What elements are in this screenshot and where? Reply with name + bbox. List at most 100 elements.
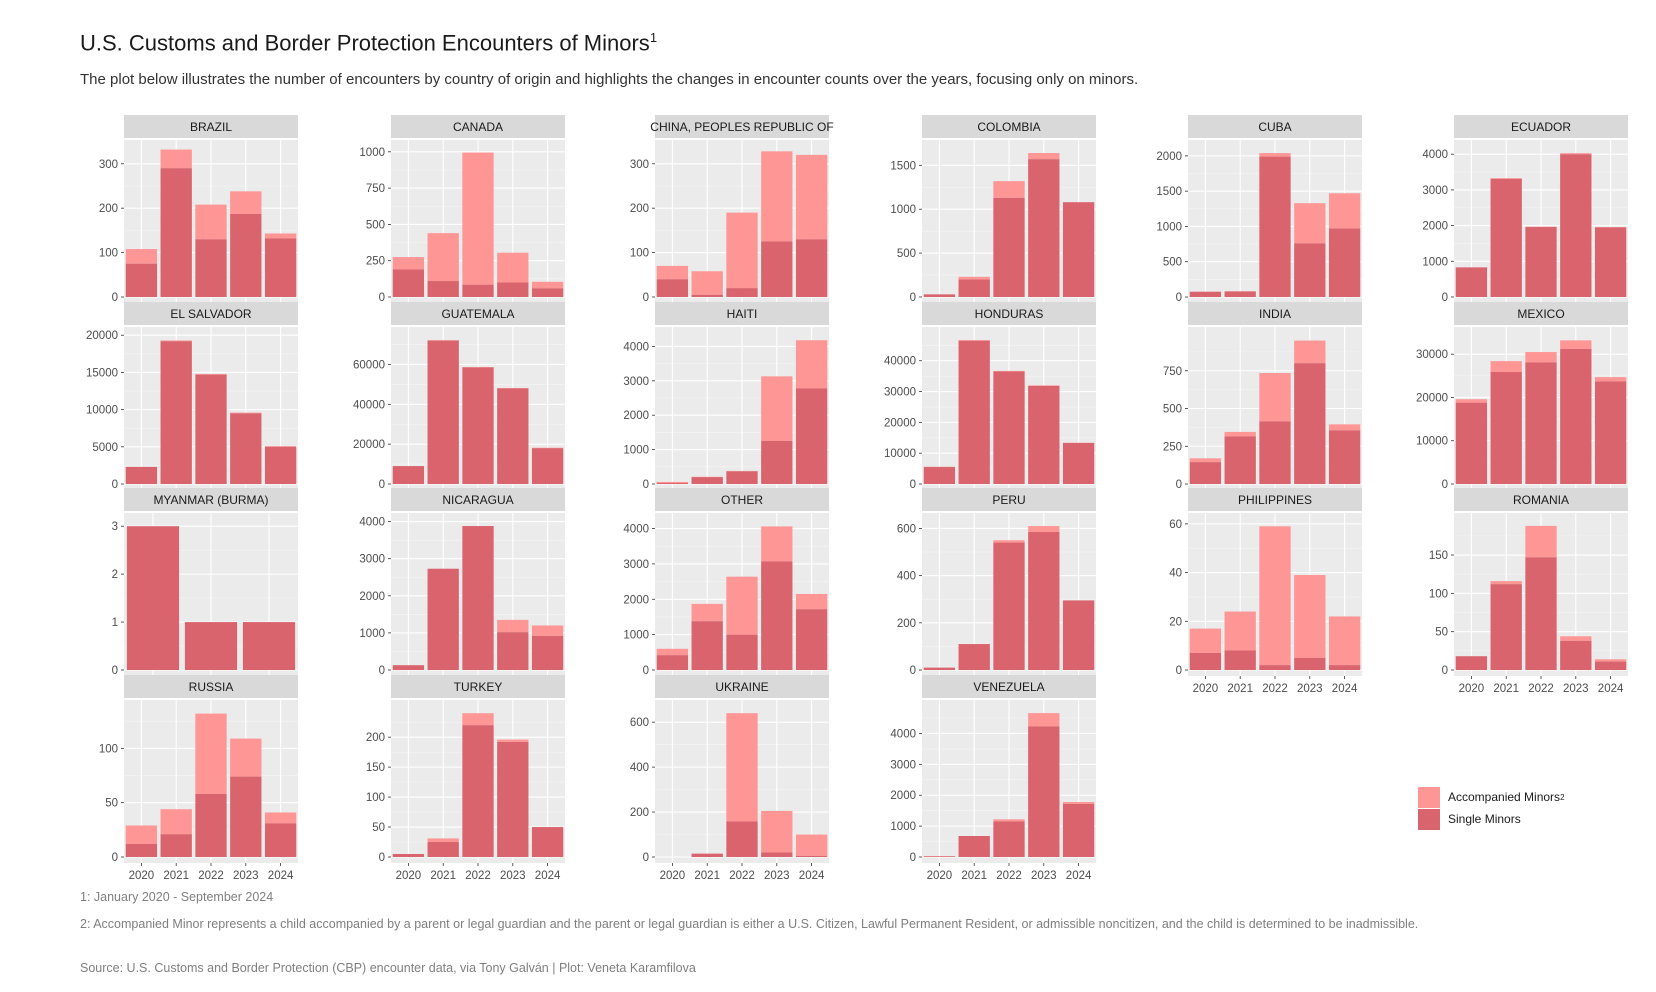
bar-single bbox=[958, 644, 990, 670]
bar-single bbox=[795, 609, 828, 670]
bar-accompanied bbox=[497, 252, 529, 283]
bar-single bbox=[125, 263, 158, 297]
bar-accompanied bbox=[1294, 203, 1326, 244]
y-tick-label: 4000 bbox=[890, 728, 916, 740]
bar-single bbox=[1490, 584, 1522, 670]
legend-item-single: Single Minors bbox=[1418, 808, 1565, 830]
y-tick-label: 1000 bbox=[623, 445, 649, 457]
bar-single bbox=[1259, 665, 1291, 670]
bar-single bbox=[264, 238, 297, 297]
y-tick-label: 0 bbox=[910, 665, 916, 677]
facet-strip-label: INDIA bbox=[1259, 307, 1291, 321]
footnote-2: 2: Accompanied Minor represents a child … bbox=[80, 917, 1419, 931]
facet-strip-label: NICARAGUA bbox=[442, 493, 513, 507]
bar-accompanied bbox=[1189, 628, 1222, 653]
bar-accompanied bbox=[1525, 352, 1557, 363]
y-tick-label: 1000 bbox=[1156, 221, 1182, 233]
bar-accompanied bbox=[427, 233, 459, 282]
y-tick-label: 0 bbox=[112, 292, 118, 304]
y-tick-label: 250 bbox=[1163, 441, 1182, 453]
y-tick-label: 500 bbox=[366, 219, 385, 231]
x-tick-label: 2022 bbox=[1262, 683, 1288, 695]
bar-accompanied bbox=[160, 809, 192, 835]
y-tick-label: 0 bbox=[1176, 292, 1182, 304]
facet-strip bbox=[655, 302, 829, 325]
bar-accompanied bbox=[795, 834, 828, 856]
bar-accompanied bbox=[462, 713, 494, 726]
bar-single bbox=[531, 448, 564, 484]
facet-panel: GUATEMALA0200004000060000202020212022202… bbox=[353, 302, 565, 509]
bar-accompanied bbox=[1224, 431, 1256, 437]
y-tick-label: 0 bbox=[910, 292, 916, 304]
bar-accompanied bbox=[761, 376, 793, 442]
bar-accompanied bbox=[993, 181, 1025, 198]
bar-single bbox=[993, 197, 1025, 297]
y-tick-label: 30000 bbox=[884, 387, 916, 399]
bar-single bbox=[1028, 726, 1060, 857]
y-tick-label: 1000 bbox=[359, 147, 385, 159]
footnote-1: 1: January 2020 - September 2024 bbox=[80, 890, 274, 904]
bar-accompanied bbox=[392, 257, 425, 270]
bar-single bbox=[1490, 178, 1522, 297]
y-tick-label: 400 bbox=[897, 571, 916, 583]
y-tick-label: 100 bbox=[99, 743, 118, 755]
bar-accompanied bbox=[195, 204, 227, 240]
facet-strip bbox=[1188, 115, 1362, 138]
y-tick-label: 0 bbox=[1176, 665, 1182, 677]
facet-strip bbox=[124, 488, 298, 511]
y-tick-label: 1000 bbox=[623, 630, 649, 642]
bar-single bbox=[392, 269, 425, 297]
bar-single bbox=[264, 823, 297, 857]
bar-single bbox=[923, 467, 956, 484]
y-tick-label: 5000 bbox=[92, 442, 118, 454]
x-tick-label: 2022 bbox=[465, 870, 491, 882]
y-tick-label: 2000 bbox=[1156, 151, 1182, 163]
legend-label-single: Single Minors bbox=[1448, 812, 1521, 826]
facet-strip bbox=[922, 675, 1096, 698]
bar-accompanied bbox=[1490, 581, 1522, 585]
y-tick-label: 0 bbox=[112, 479, 118, 491]
bar-single bbox=[427, 568, 459, 670]
x-tick-label: 2020 bbox=[1193, 683, 1219, 695]
y-tick-label: 40000 bbox=[884, 356, 916, 368]
bar-single bbox=[726, 821, 758, 857]
y-tick-label: 2000 bbox=[623, 594, 649, 606]
facet-strip bbox=[391, 302, 565, 325]
facet-panel: MYANMAR (BURMA)0123202120222023 bbox=[112, 488, 298, 695]
facet-strip-label: HONDURAS bbox=[975, 307, 1044, 321]
bar-single bbox=[1490, 371, 1522, 484]
bar-single bbox=[462, 725, 494, 857]
y-tick-label: 20 bbox=[1169, 616, 1182, 628]
bar-accompanied bbox=[1328, 424, 1361, 431]
facet-strip-label: CUBA bbox=[1258, 120, 1291, 134]
facet-strip bbox=[124, 302, 298, 325]
facet-strip bbox=[391, 675, 565, 698]
facet-panel: UKRAINE 0 200 400 600 2020 2021 2022 2023 2024 bbox=[630, 675, 829, 882]
facet-strip-label: BRAZIL bbox=[190, 120, 232, 134]
x-tick-label: 2024 bbox=[268, 870, 294, 882]
y-tick-label: 4000 bbox=[623, 341, 649, 353]
bar-single bbox=[427, 340, 459, 484]
bar-accompanied bbox=[1259, 373, 1291, 422]
bar-accompanied bbox=[656, 265, 689, 280]
bar-single bbox=[1594, 381, 1627, 484]
x-tick-label: 2023 bbox=[1297, 683, 1323, 695]
y-tick-label: 50 bbox=[105, 798, 118, 810]
bar-accompanied bbox=[1062, 802, 1095, 804]
bar-accompanied bbox=[1028, 153, 1060, 160]
y-tick-label: 1500 bbox=[1156, 186, 1182, 198]
bar-single bbox=[1062, 202, 1095, 297]
y-tick-label: 40000 bbox=[353, 399, 385, 411]
facet-strip bbox=[1188, 488, 1362, 511]
facet-strip bbox=[391, 115, 565, 138]
bar-single bbox=[497, 282, 529, 297]
bar-single bbox=[531, 635, 564, 670]
facet-strip-label: PHILIPPINES bbox=[1238, 493, 1312, 507]
y-tick-label: 0 bbox=[643, 479, 649, 491]
facet-panel: TURKEY 0 50 100 150 200 2020 2021 2022 2023 2024 bbox=[366, 675, 565, 882]
y-tick-label: 200 bbox=[99, 203, 118, 215]
bar-single bbox=[392, 665, 425, 670]
x-tick-label: 2023 bbox=[764, 870, 790, 882]
facet-strip bbox=[922, 115, 1096, 138]
bar-single bbox=[1594, 661, 1627, 670]
